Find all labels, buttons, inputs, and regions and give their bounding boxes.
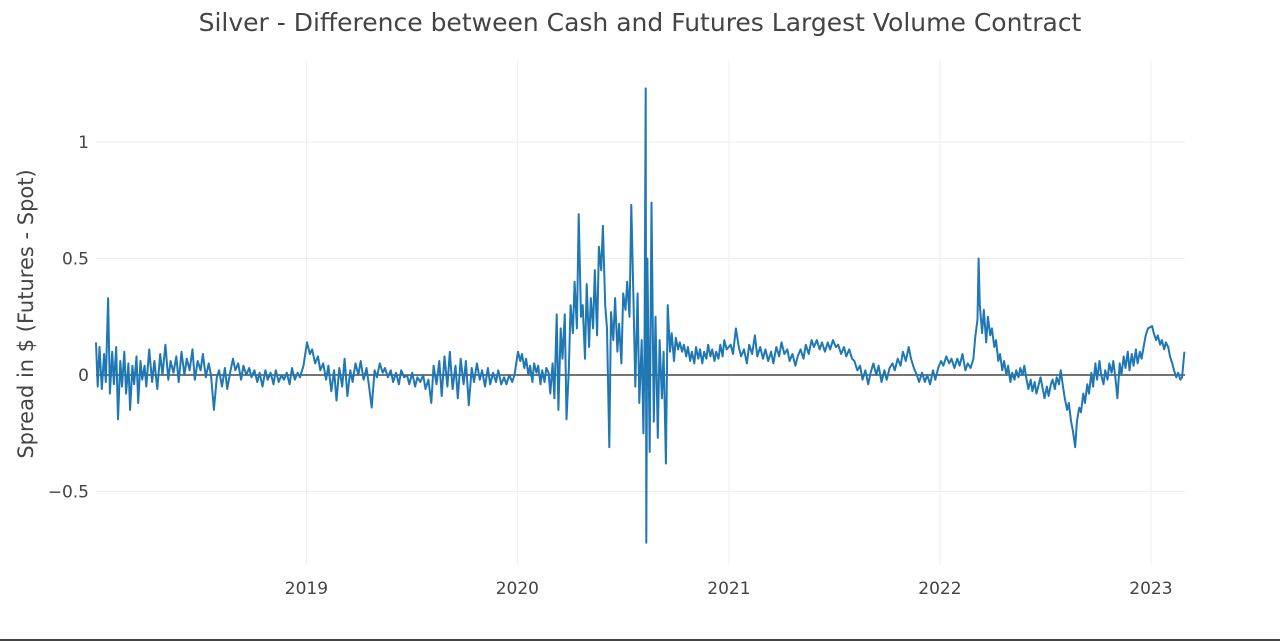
chart-title: Silver - Difference between Cash and Fut…: [199, 8, 1082, 37]
series-layer: [95, 87, 1186, 544]
y-tick-label: −0.5: [48, 483, 89, 503]
x-tick-label: 2022: [918, 579, 961, 599]
x-tick-label: 2023: [1129, 579, 1172, 599]
y-axis-title: Spread in $ (Futures - Spot): [14, 169, 38, 458]
x-tick-label: 2019: [285, 579, 328, 599]
x-tick-label: 2021: [707, 579, 750, 599]
series-line-0: [95, 87, 1186, 544]
x-tick-labels: 2019 2020 2021 2022 2023: [285, 579, 1173, 599]
y-tick-label: 0: [78, 366, 89, 386]
y-tick-labels: −0.5 0 0.5 1: [48, 133, 89, 503]
y-tick-label: 1: [78, 133, 89, 153]
y-tick-label: 0.5: [62, 250, 89, 270]
x-tick-label: 2020: [496, 579, 539, 599]
grid-layer: [96, 60, 1185, 565]
